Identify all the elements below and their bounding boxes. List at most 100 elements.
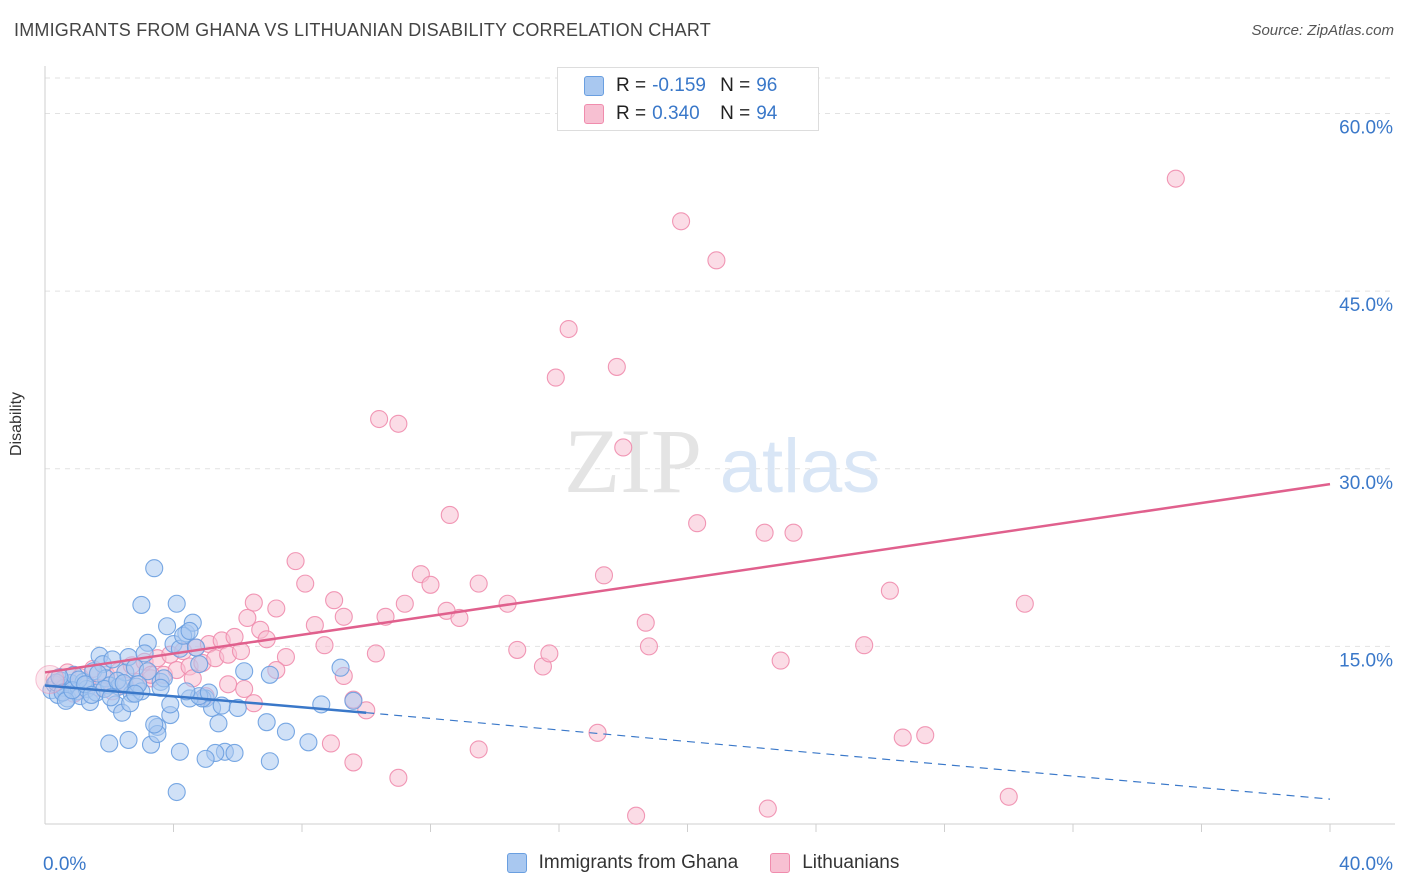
- point-lithuanians: [244, 593, 263, 612]
- point-ghana: [260, 752, 279, 771]
- trend-lithuanians: [44, 482, 1331, 674]
- point-lithuanians: [450, 608, 469, 628]
- point-lithuanians: [688, 514, 707, 533]
- point-ghana: [167, 782, 186, 802]
- point-ghana: [331, 658, 350, 677]
- point-lithuanians: [546, 368, 565, 387]
- point-lithuanians: [607, 357, 626, 376]
- point-ghana: [119, 730, 138, 749]
- point-lithuanians: [784, 523, 803, 542]
- point-lithuanians: [238, 608, 257, 628]
- legend-n-value: 96: [756, 75, 778, 96]
- point-lithuanians: [357, 701, 376, 720]
- point-lithuanians: [1166, 169, 1185, 188]
- point-ghana: [190, 655, 209, 674]
- point-lithuanians: [755, 523, 774, 542]
- point-ghana: [180, 621, 199, 641]
- y-tick-label: 30.0%: [1339, 473, 1393, 494]
- legend-n-label: N =: [720, 103, 751, 124]
- axes: [44, 66, 1395, 832]
- legend-r-value: 0.340: [652, 103, 700, 124]
- point-lithuanians: [627, 806, 646, 825]
- point-ghana: [225, 743, 244, 763]
- y-tick-label: 60.0%: [1339, 118, 1393, 139]
- point-lithuanians: [296, 574, 315, 593]
- point-lithuanians: [707, 251, 726, 270]
- legend-stats: R = -0.159 N = 96 R = 0.340 N = 94: [557, 67, 819, 131]
- legend-r-label: R =: [616, 103, 647, 124]
- point-lithuanians: [758, 799, 777, 818]
- point-ghana: [103, 650, 122, 669]
- point-lithuanians: [219, 675, 238, 694]
- point-lithuanians: [421, 575, 440, 594]
- point-ghana: [196, 749, 215, 768]
- point-ghana: [276, 722, 295, 741]
- legend-r-label: R =: [616, 75, 647, 96]
- source-label: Source: ZipAtlas.com: [1251, 22, 1394, 39]
- point-lithuanians: [639, 637, 659, 656]
- point-lithuanians: [614, 438, 633, 457]
- point-lithuanians: [880, 581, 899, 600]
- point-ghana: [344, 691, 363, 710]
- chart-title: IMMIGRANTS FROM GHANA VS LITHUANIAN DISA…: [14, 20, 711, 40]
- point-lithuanians: [286, 552, 305, 571]
- point-lithuanians: [893, 728, 912, 747]
- point-ghana: [138, 662, 157, 681]
- legend-row-lithuanians: R = 0.340 N = 94: [584, 103, 777, 125]
- x-tick-label: 40.0%: [1339, 854, 1393, 875]
- point-ghana: [170, 742, 189, 761]
- point-lithuanians: [389, 414, 408, 433]
- point-ghana: [299, 733, 318, 752]
- point-ghana: [100, 734, 119, 753]
- point-lithuanians: [325, 591, 344, 610]
- point-ghana: [260, 665, 279, 684]
- legend-n-value: 94: [756, 103, 778, 124]
- legend-swatch-lithuanians: [584, 104, 604, 124]
- legend-item-ghana[interactable]: Immigrants from Ghana: [506, 852, 739, 874]
- trend-ghana-extension: [366, 712, 1331, 800]
- point-lithuanians: [366, 644, 385, 663]
- point-ghana: [177, 682, 196, 701]
- point-lithuanians: [344, 753, 363, 772]
- grid: [45, 77, 1395, 647]
- point-lithuanians: [636, 613, 655, 632]
- tick-labels: 15.0% 30.0% 45.0% 60.0% 0.0% 40.0%: [43, 118, 1393, 875]
- point-ghana: [88, 664, 108, 683]
- point-lithuanians: [508, 640, 527, 659]
- legend-swatch-lithuanians: [770, 853, 791, 873]
- point-lithuanians: [1015, 594, 1034, 613]
- legend-label-lithuanians: Lithuanians: [802, 852, 900, 873]
- point-lithuanians: [276, 647, 295, 667]
- point-lithuanians: [389, 768, 408, 787]
- legend-swatch-ghana: [506, 853, 527, 873]
- point-ghana: [101, 688, 120, 707]
- point-lithuanians: [334, 607, 353, 626]
- trend-lines: [44, 482, 1331, 800]
- point-ghana: [161, 695, 180, 714]
- legend-item-lithuanians[interactable]: Lithuanians: [770, 852, 899, 874]
- point-lithuanians: [540, 644, 559, 663]
- point-lithuanians: [315, 636, 334, 655]
- legend-swatch-ghana: [584, 76, 604, 96]
- trend-ghana: [44, 684, 367, 714]
- point-lithuanians: [370, 409, 389, 429]
- legend-n-label: N =: [720, 75, 751, 96]
- point-lithuanians: [916, 726, 935, 745]
- point-lithuanians: [267, 599, 286, 618]
- point-lithuanians: [588, 723, 607, 742]
- point-lithuanians: [469, 740, 488, 759]
- point-lithuanians: [321, 734, 340, 753]
- point-ghana: [228, 698, 247, 718]
- watermark-atlas: atlas: [720, 424, 881, 509]
- point-ghana: [199, 683, 218, 702]
- legend-row-ghana: R = -0.159 N = 96: [584, 75, 777, 97]
- legend-label-ghana: Immigrants from Ghana: [538, 852, 739, 873]
- legend-r-value: -0.159: [652, 75, 706, 96]
- point-lithuanians: [235, 679, 254, 699]
- y-axis-label: Disability: [8, 391, 25, 456]
- point-ghana: [158, 617, 177, 636]
- point-lithuanians: [440, 505, 459, 524]
- point-lithuanians: [395, 594, 414, 613]
- point-ghana: [145, 559, 164, 578]
